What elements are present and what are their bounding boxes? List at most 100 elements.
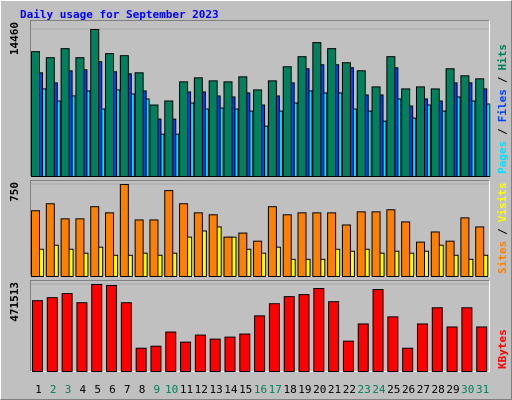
bar	[164, 190, 174, 277]
bar	[386, 209, 396, 277]
bar	[32, 300, 43, 372]
bar	[283, 296, 295, 372]
bar	[194, 334, 206, 373]
bar	[76, 302, 88, 372]
legend-separator: /	[496, 228, 509, 235]
x-tick-label: 1	[35, 383, 42, 396]
x-tick-label: 5	[94, 383, 101, 396]
x-tick-label: 22	[343, 383, 356, 396]
x-tick-label: 8	[139, 383, 146, 396]
bar	[430, 88, 440, 177]
legend-entry: Pages	[496, 141, 509, 174]
legend: Pages / Files / Hits	[496, 44, 509, 174]
bar	[327, 48, 337, 178]
panel-bevel-dark	[30, 20, 490, 177]
bar	[357, 323, 369, 372]
bar	[461, 307, 473, 373]
bar	[431, 307, 443, 373]
bar	[45, 203, 55, 277]
bar	[60, 218, 70, 277]
bar	[224, 336, 236, 372]
bar	[134, 219, 144, 277]
y-tick-label: 750	[8, 182, 21, 202]
bar	[445, 240, 455, 277]
legend: Sites / Visits	[496, 183, 509, 275]
panel-bevel-dark	[30, 280, 490, 372]
bar	[387, 316, 399, 373]
bar	[75, 218, 85, 277]
x-tick-label: 12	[195, 383, 208, 396]
bar	[297, 56, 307, 178]
bar	[61, 293, 73, 372]
bar	[371, 86, 381, 177]
bar	[105, 212, 115, 277]
bar	[31, 210, 40, 278]
bar	[31, 51, 40, 178]
bar	[268, 303, 280, 373]
bar	[328, 301, 340, 372]
bar	[460, 75, 470, 177]
x-tick-label: 28	[432, 383, 445, 396]
bar	[386, 56, 396, 178]
bar	[267, 206, 277, 277]
bar	[313, 288, 325, 372]
legend-separator: /	[496, 76, 509, 83]
bar	[327, 212, 337, 277]
x-tick-label: 23	[358, 383, 371, 396]
bar	[120, 302, 132, 372]
bar	[341, 62, 351, 178]
bar	[209, 338, 221, 372]
bar	[475, 78, 485, 177]
bar	[46, 297, 58, 372]
bar	[416, 323, 428, 372]
bar	[164, 100, 174, 177]
bar	[401, 88, 411, 177]
legend-entry: Visits	[496, 183, 509, 223]
bar	[253, 240, 263, 277]
legend: KBytes	[496, 329, 509, 369]
legend-separator: /	[496, 128, 509, 135]
bar	[312, 42, 322, 177]
bar	[106, 285, 118, 373]
bar	[149, 219, 159, 277]
bar	[105, 53, 115, 178]
bar	[298, 294, 310, 373]
bar	[372, 289, 384, 373]
bar	[476, 326, 488, 373]
bar	[430, 231, 440, 277]
x-tick-label: 3	[65, 383, 72, 396]
bar	[415, 86, 425, 177]
bar	[415, 241, 425, 278]
bar	[253, 89, 263, 177]
bar	[179, 81, 189, 177]
bar	[119, 55, 129, 178]
bar	[312, 212, 322, 277]
bar	[238, 76, 248, 177]
bar	[267, 80, 277, 177]
bar	[90, 29, 100, 177]
x-tick-label: 27	[417, 383, 430, 396]
bar	[238, 232, 248, 278]
bar	[342, 340, 354, 373]
x-tick-label: 26	[402, 383, 415, 396]
x-tick-label: 29	[446, 383, 459, 396]
bar	[193, 212, 203, 277]
legend-entry: KBytes	[496, 329, 509, 369]
x-tick-label: 24	[372, 383, 386, 396]
bar	[445, 68, 455, 177]
bar	[135, 347, 147, 372]
bar	[90, 206, 100, 277]
x-tick-label: 17	[269, 383, 282, 396]
x-tick-label: 31	[476, 383, 489, 396]
legend-entry: Files	[496, 89, 509, 122]
bar	[356, 211, 366, 277]
bar	[223, 236, 233, 277]
bar	[208, 80, 218, 177]
x-tick-label: 16	[254, 383, 267, 396]
bar	[254, 315, 266, 372]
bar	[150, 345, 162, 372]
x-tick-label: 21	[328, 383, 341, 396]
bar	[179, 203, 189, 277]
y-tick-label: 471513	[8, 282, 21, 322]
